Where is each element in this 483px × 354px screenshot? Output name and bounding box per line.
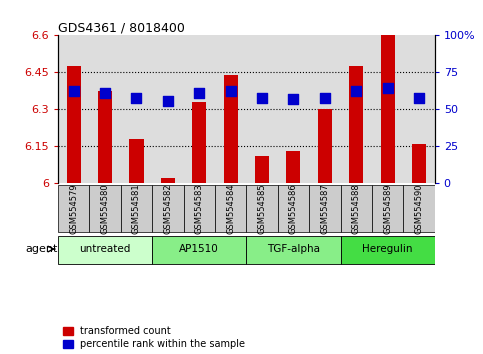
Text: untreated: untreated bbox=[79, 244, 131, 254]
Point bbox=[321, 95, 328, 101]
FancyBboxPatch shape bbox=[152, 185, 184, 232]
Text: GSM554589: GSM554589 bbox=[383, 183, 392, 234]
Bar bbox=[381, 35, 395, 183]
Text: GSM554584: GSM554584 bbox=[226, 183, 235, 234]
Point bbox=[70, 88, 77, 94]
Bar bbox=[98, 91, 112, 183]
Bar bbox=[349, 66, 363, 183]
Point bbox=[353, 88, 360, 94]
Text: GSM554585: GSM554585 bbox=[257, 183, 267, 234]
Legend: transformed count, percentile rank within the sample: transformed count, percentile rank withi… bbox=[63, 326, 245, 349]
Point bbox=[384, 86, 391, 91]
FancyBboxPatch shape bbox=[341, 185, 372, 232]
Point bbox=[101, 90, 109, 96]
Text: GSM554590: GSM554590 bbox=[414, 183, 424, 234]
Text: GSM554582: GSM554582 bbox=[163, 183, 172, 234]
Text: GDS4361 / 8018400: GDS4361 / 8018400 bbox=[58, 21, 185, 34]
Bar bbox=[67, 66, 81, 183]
FancyBboxPatch shape bbox=[89, 185, 121, 232]
Bar bbox=[192, 102, 206, 183]
FancyBboxPatch shape bbox=[341, 236, 435, 264]
FancyBboxPatch shape bbox=[403, 185, 435, 232]
Text: agent: agent bbox=[26, 244, 58, 254]
Text: Heregulin: Heregulin bbox=[362, 244, 413, 254]
FancyBboxPatch shape bbox=[246, 185, 278, 232]
FancyBboxPatch shape bbox=[278, 185, 309, 232]
Bar bbox=[255, 156, 269, 183]
Point bbox=[195, 90, 203, 96]
Text: TGF-alpha: TGF-alpha bbox=[267, 244, 320, 254]
Text: AP1510: AP1510 bbox=[179, 244, 219, 254]
Text: GSM554587: GSM554587 bbox=[320, 183, 329, 234]
Point bbox=[415, 95, 423, 101]
Point bbox=[132, 95, 141, 101]
Text: GSM554581: GSM554581 bbox=[132, 183, 141, 234]
FancyBboxPatch shape bbox=[246, 236, 341, 264]
Text: GSM554588: GSM554588 bbox=[352, 183, 361, 234]
FancyBboxPatch shape bbox=[309, 185, 341, 232]
Point bbox=[164, 98, 172, 103]
FancyBboxPatch shape bbox=[372, 185, 403, 232]
FancyBboxPatch shape bbox=[121, 185, 152, 232]
FancyBboxPatch shape bbox=[58, 185, 89, 232]
FancyBboxPatch shape bbox=[152, 236, 246, 264]
Bar bbox=[129, 139, 143, 183]
Bar bbox=[318, 109, 332, 183]
Point bbox=[290, 97, 298, 102]
Text: GSM554583: GSM554583 bbox=[195, 183, 204, 234]
Point bbox=[227, 88, 235, 94]
Bar bbox=[412, 144, 426, 183]
FancyBboxPatch shape bbox=[215, 185, 246, 232]
Text: GSM554586: GSM554586 bbox=[289, 183, 298, 234]
Point bbox=[258, 95, 266, 101]
FancyBboxPatch shape bbox=[184, 185, 215, 232]
Text: GSM554580: GSM554580 bbox=[100, 183, 110, 234]
Bar bbox=[224, 75, 238, 183]
Text: GSM554579: GSM554579 bbox=[69, 183, 78, 234]
Bar bbox=[286, 151, 300, 183]
FancyBboxPatch shape bbox=[58, 236, 152, 264]
Bar bbox=[161, 178, 175, 183]
